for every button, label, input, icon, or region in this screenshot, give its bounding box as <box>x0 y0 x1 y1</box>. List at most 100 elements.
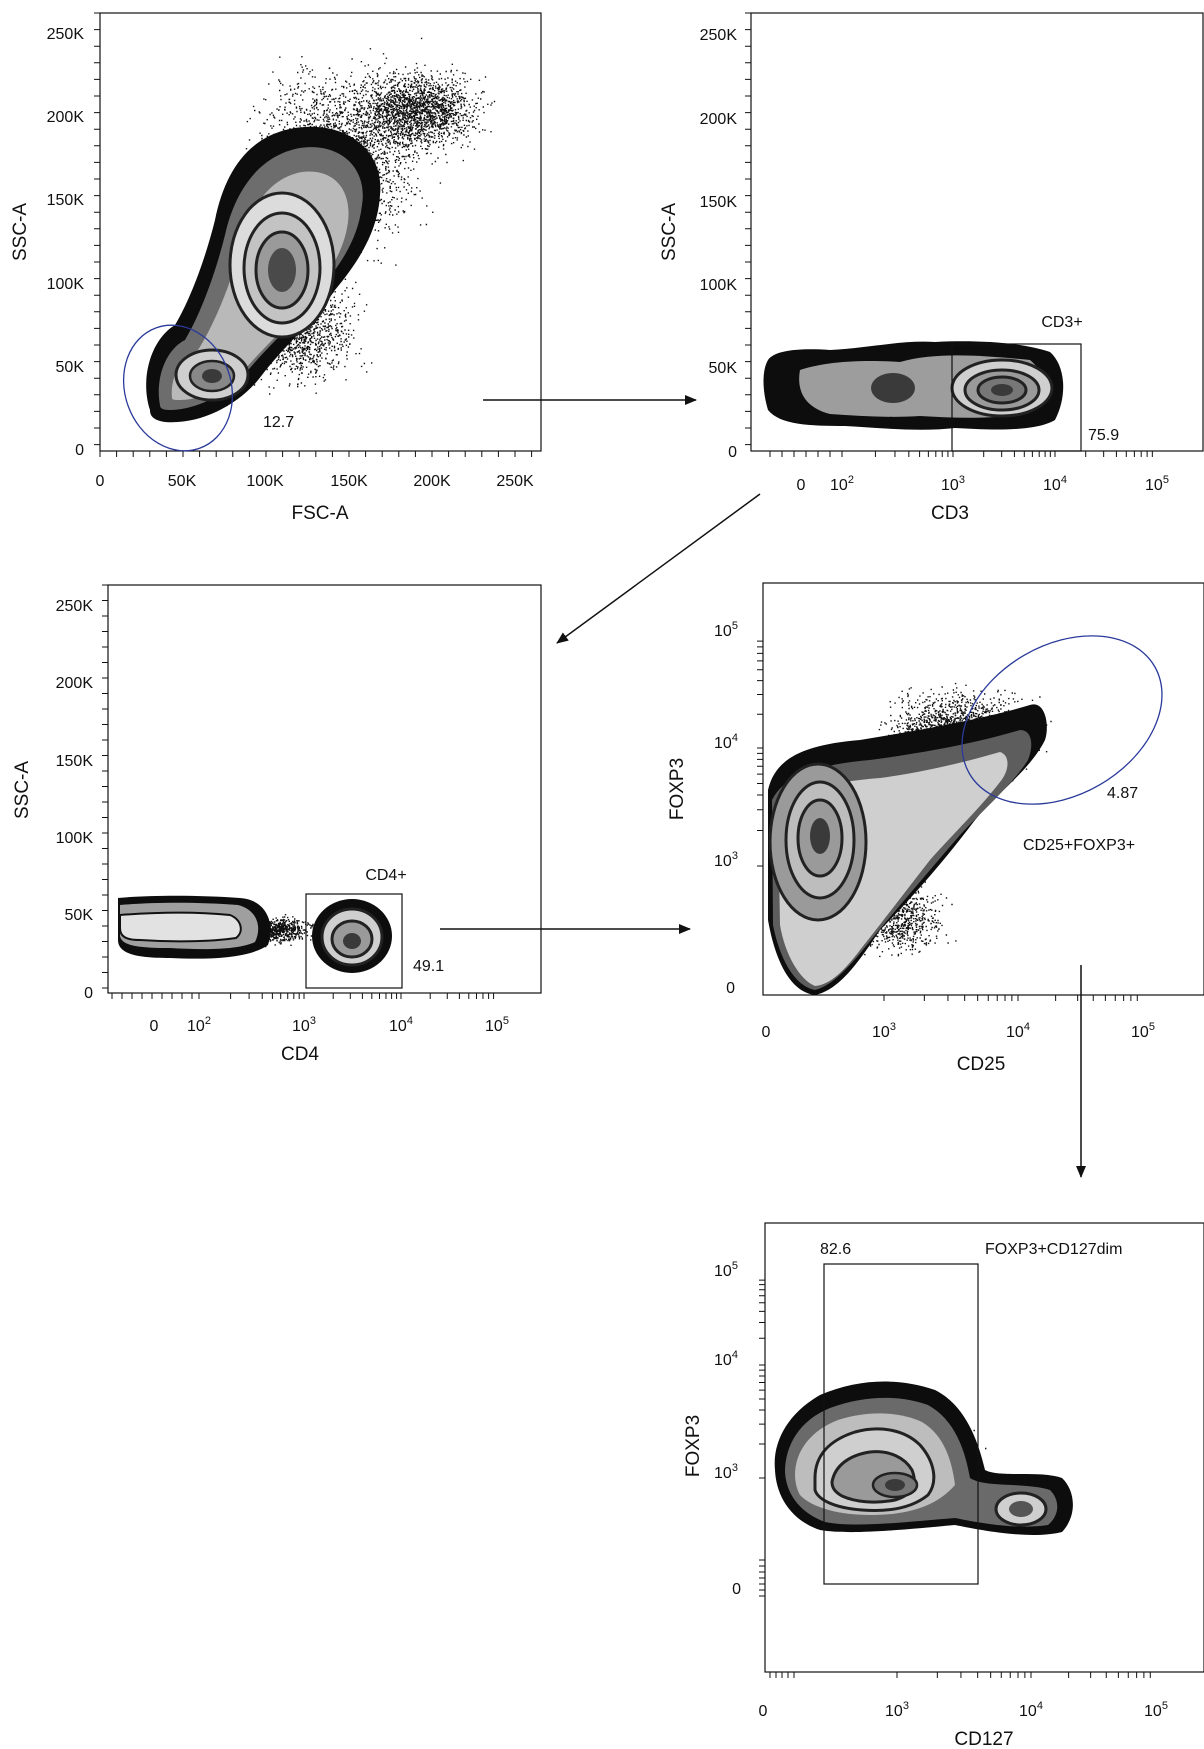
x-tick-0: 0 <box>150 1018 159 1035</box>
x-tick-10e2: 102 <box>187 1015 211 1035</box>
plot-area: 82.6 FOXP3+CD127dim <box>764 1222 1204 1673</box>
gate-cd4-rectangle[interactable] <box>305 893 403 989</box>
y-tick-10e5: 105 <box>714 620 738 640</box>
y-tick-0: 0 <box>732 1581 741 1598</box>
gate-ellipse[interactable] <box>932 602 1192 839</box>
x-tick-10e5: 105 <box>485 1015 509 1035</box>
contour-cd3pos-4 <box>991 384 1013 396</box>
x-axis: 0 103 104 105 CD25 <box>762 995 1155 1075</box>
x-tick-200k: 200K <box>413 473 451 490</box>
x-tick-10e4: 104 <box>1043 474 1067 494</box>
x-axis-label: CD127 <box>954 1729 1013 1749</box>
y-axis-label: FOXP3 <box>683 1415 704 1477</box>
x-tick-0: 0 <box>797 477 806 494</box>
gate-ellipse[interactable] <box>106 310 249 467</box>
x-axis: 0 102 103 104 105 CD4 <box>111 993 509 1065</box>
x-tick-10e5: 105 <box>1144 1700 1168 1720</box>
arrow-p2-to-p3 <box>556 493 761 644</box>
y-tick-0: 0 <box>728 444 737 461</box>
tick-marks <box>769 1672 1151 1678</box>
y-tick-150k: 150K <box>47 192 85 209</box>
contour-cd4pos-3 <box>343 933 361 949</box>
x-tick-10e5: 105 <box>1131 1021 1155 1041</box>
plot-area: CD4+ 49.1 <box>107 584 542 994</box>
gate-cd4-value: 49.1 <box>413 958 444 975</box>
panel-fsc-ssc: 12.7 0 50K 100K 150K 200K 250K SSC-A 0 5… <box>10 12 542 524</box>
x-tick-0: 0 <box>759 1703 768 1720</box>
x-minor-ticks <box>111 993 495 999</box>
gate-cd3-value: 75.9 <box>1088 427 1119 444</box>
x-tick-10e4: 104 <box>1006 1021 1030 1041</box>
y-tick-100k: 100K <box>56 830 94 847</box>
tick-marks <box>102 584 108 989</box>
x-axis-label: CD3 <box>931 503 969 524</box>
x-tick-150k: 150K <box>330 473 368 490</box>
y-tick-200k: 200K <box>700 111 738 128</box>
y-axis-label: SSC-A <box>12 761 33 819</box>
contour-4 <box>885 1479 905 1491</box>
y-tick-200k: 200K <box>56 675 94 692</box>
tick-marks <box>757 640 763 867</box>
x-tick-10e5: 105 <box>1145 474 1169 494</box>
y-minor-ticks <box>745 12 751 446</box>
gate-foxp3-cd127dim-rectangle[interactable] <box>823 1263 979 1585</box>
plot-area: 12.7 <box>99 12 542 467</box>
gate-value: 4.87 <box>1107 785 1138 802</box>
y-tick-100k: 100K <box>700 277 738 294</box>
contour-cd3neg <box>871 373 915 403</box>
gate-value: 82.6 <box>820 1241 851 1258</box>
y-tick-10e4: 104 <box>714 1349 738 1369</box>
tick-marks <box>769 451 1153 457</box>
gate-value: 12.7 <box>263 414 294 431</box>
x-axis: 0 102 103 104 105 CD3 <box>769 451 1169 524</box>
panel-cd25-foxp3: 4.87 CD25+FOXP3+ 0 103 104 105 FOXP3 0 1… <box>667 582 1204 1075</box>
y-axis-label: SSC-A <box>659 203 680 261</box>
tick-marks <box>759 1279 765 1597</box>
plot-area: CD3+ 75.9 <box>750 12 1204 452</box>
y-tick-100k: 100K <box>47 276 85 293</box>
gate-name: CD25+FOXP3+ <box>1023 837 1135 854</box>
x-tick-100k: 100K <box>246 473 284 490</box>
contour-cd127hi-2 <box>1009 1501 1033 1517</box>
y-tick-0: 0 <box>75 442 84 459</box>
y-axis: 0 50K 100K 150K 200K 250K SSC-A <box>12 584 109 1002</box>
x-tick-50k: 50K <box>168 473 197 490</box>
y-axis-label: SSC-A <box>10 203 31 261</box>
x-tick-10e3: 103 <box>941 474 965 494</box>
y-axis-label: FOXP3 <box>667 758 688 820</box>
y-axis: 0 103 104 105 FOXP3 <box>667 583 764 997</box>
contour-upper-4 <box>268 248 296 292</box>
y-tick-250k: 250K <box>47 26 85 43</box>
y-minor-ticks <box>94 12 100 446</box>
gate-name: FOXP3+CD127dim <box>985 1241 1122 1258</box>
y-tick-200k: 200K <box>47 109 85 126</box>
y-tick-10e3: 103 <box>714 850 738 870</box>
gate-cd3-name: CD3+ <box>1041 314 1082 331</box>
x-tick-10e3: 103 <box>885 1700 909 1720</box>
y-minor-ticks <box>757 640 763 867</box>
x-axis: 0 103 104 105 CD127 <box>759 1672 1168 1749</box>
x-tick-10e3: 103 <box>872 1021 896 1041</box>
gate-cd4-name: CD4+ <box>365 867 406 884</box>
x-tick-10e3: 103 <box>292 1015 316 1035</box>
y-axis: 0 50K 100K 150K 200K 250K SSC-A <box>10 12 101 459</box>
x-axis: 0 50K 100K 150K 200K 250K FSC-A <box>96 451 534 524</box>
x-minor-ticks <box>883 995 1138 1001</box>
y-tick-50k: 50K <box>65 907 94 924</box>
tick-marks <box>94 12 100 446</box>
y-tick-10e3: 103 <box>714 1462 738 1482</box>
y-tick-150k: 150K <box>56 753 94 770</box>
x-axis-label: CD25 <box>957 1054 1006 1075</box>
x-axis-label: CD4 <box>281 1044 319 1065</box>
tick-marks <box>111 993 495 999</box>
x-axis-label: FSC-A <box>292 503 349 524</box>
gate-cd3-rectangle[interactable] <box>951 343 1082 452</box>
contour-foxp3-4 <box>810 818 830 854</box>
y-tick-250k: 250K <box>700 27 738 44</box>
y-minor-ticks <box>759 1279 765 1597</box>
x-tick-0: 0 <box>762 1024 771 1041</box>
y-minor-ticks <box>102 584 108 989</box>
panel-cd4-ssc: CD4+ 49.1 0 50K 100K 150K 200K 250K SSC-… <box>12 584 542 1065</box>
panel-cd127-foxp3: 82.6 FOXP3+CD127dim 0 103 104 105 FOXP3 … <box>683 1222 1204 1749</box>
plot-area: 4.87 CD25+FOXP3+ <box>762 582 1204 996</box>
